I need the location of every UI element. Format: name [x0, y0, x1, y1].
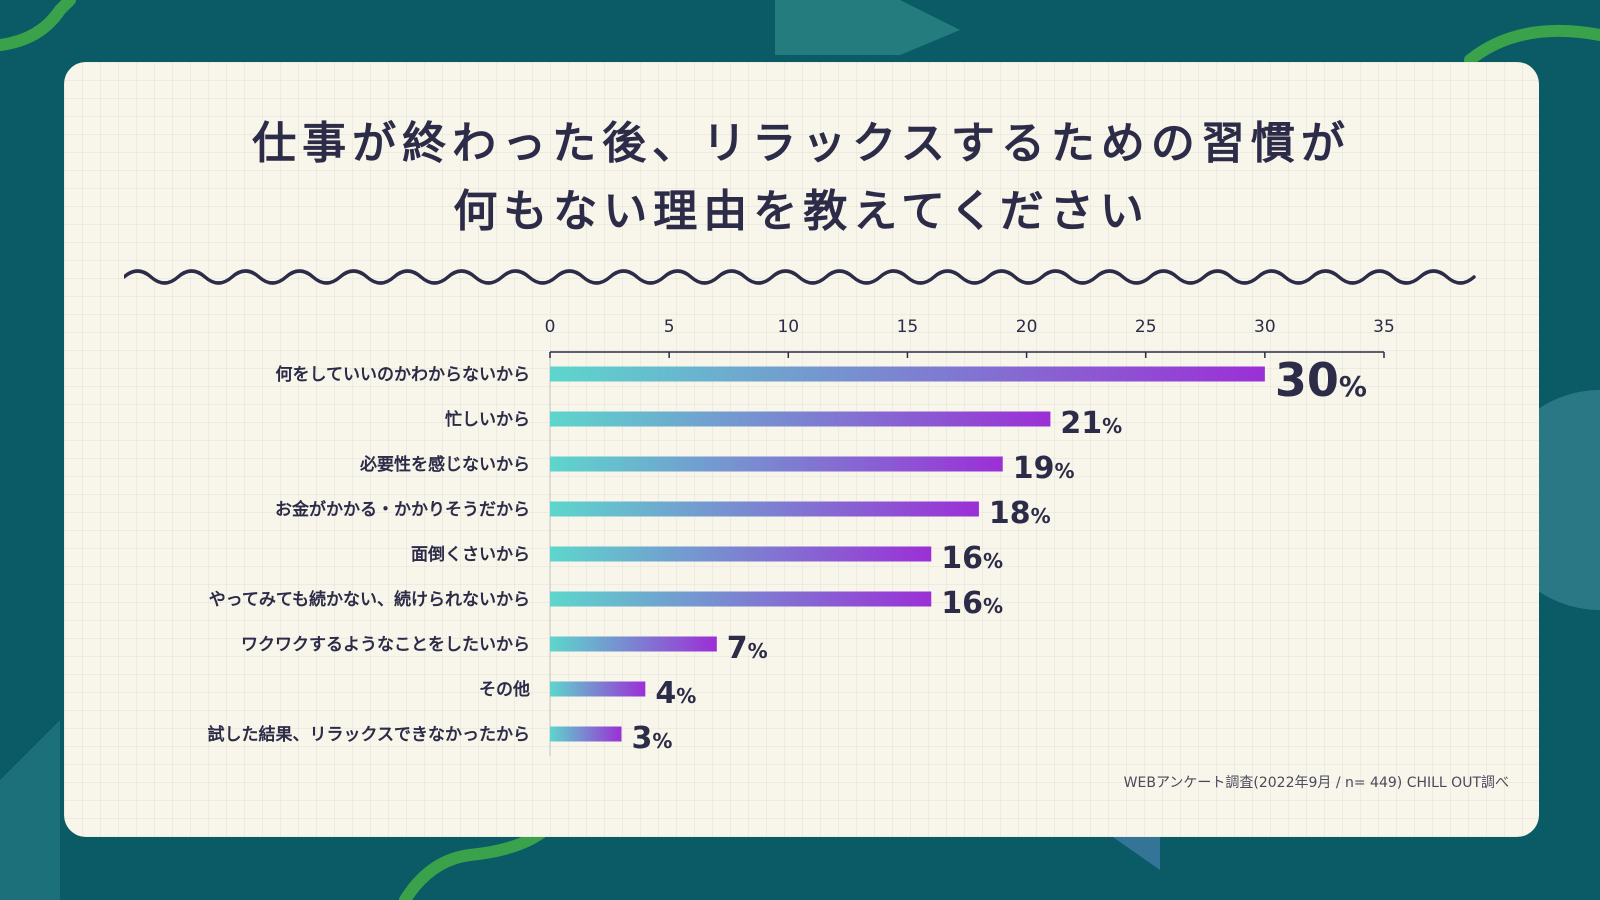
x-tick-label: 30: [1254, 317, 1276, 337]
data-label: 4%: [655, 676, 696, 711]
title-line-1: 仕事が終わった後、リラックスするための習慣が: [252, 118, 1351, 169]
data-label: 3%: [631, 721, 672, 756]
data-label: 21%: [1060, 406, 1122, 441]
category-label: やってみても続かない、続けられないから: [209, 589, 530, 610]
bar: [550, 591, 932, 607]
data-label: 7%: [727, 631, 768, 666]
x-tick-label: 25: [1135, 317, 1157, 337]
bar: [550, 546, 932, 562]
bar: [550, 501, 979, 517]
x-tick-label: 20: [1016, 317, 1038, 337]
category-label: 必要性を感じないから: [359, 454, 530, 475]
category-label: 何をしていいのかわからないから: [276, 364, 531, 385]
x-tick-label: 0: [545, 317, 556, 337]
data-label: 19%: [1013, 451, 1075, 486]
x-tick-label: 15: [897, 317, 919, 337]
category-label: お金がかかる・かかりそうだから: [275, 499, 530, 520]
x-tick-label: 5: [664, 317, 675, 337]
chart-title: 仕事が終わった後、リラックスするための習慣が 何もない理由を教えてください: [64, 110, 1539, 246]
title-line-2: 何もない理由を教えてください: [453, 186, 1150, 237]
category-label: 面倒くさいから: [411, 545, 530, 565]
bar: [550, 681, 646, 697]
data-label: 16%: [941, 586, 1003, 621]
data-label: 18%: [989, 496, 1051, 531]
x-tick-label: 10: [777, 317, 799, 337]
category-label: 試した結果、リラックスできなかったから: [208, 724, 531, 745]
chart-card: 仕事が終わった後、リラックスするための習慣が 何もない理由を教えてください 0 5…: [64, 62, 1539, 837]
bar-chart: 0 5 10 15 20 25 30 35 何をしていいのかわからないから 30% 忙しいから 21%…: [208, 317, 1395, 756]
bar: [550, 456, 1003, 472]
source-note: WEBアンケート調査(2022年9月 / n= 449) CHILL OUT調べ: [1123, 775, 1509, 791]
bar: [550, 411, 1051, 427]
data-label: 30%: [1275, 353, 1367, 407]
wave-divider: [124, 269, 1476, 285]
data-label: 16%: [941, 541, 1003, 576]
category-label: 忙しいから: [445, 409, 530, 430]
bar: [550, 366, 1265, 382]
bar: [550, 636, 717, 652]
category-label: ワクワクするようなことをしたいから: [241, 635, 530, 655]
bar: [550, 726, 622, 742]
category-label: その他: [479, 679, 530, 700]
x-tick-label: 35: [1373, 317, 1395, 337]
